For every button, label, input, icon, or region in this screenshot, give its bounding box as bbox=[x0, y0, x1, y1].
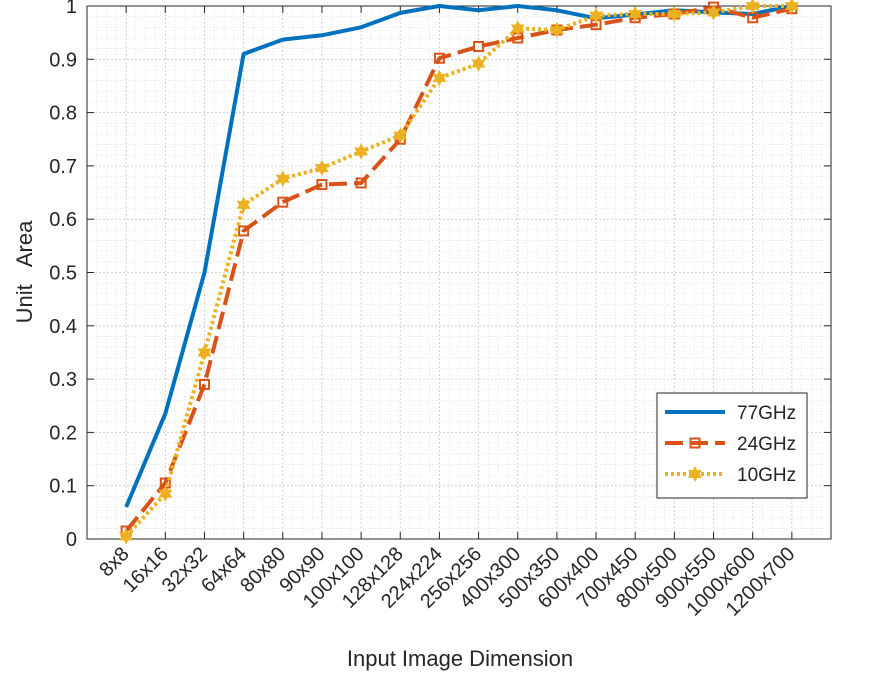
y-axis-label: Unit Area bbox=[12, 220, 37, 323]
x-axis-label: Input Image Dimension bbox=[347, 646, 573, 671]
y-tick-label: 0.3 bbox=[49, 369, 77, 391]
data-point-10ghz bbox=[275, 170, 290, 187]
data-point-24ghz bbox=[277, 196, 289, 208]
y-tick-label: 0.2 bbox=[49, 422, 77, 444]
data-point-24ghz bbox=[238, 225, 250, 237]
plot-series bbox=[119, 0, 799, 545]
legend-label-24ghz: 24GHz bbox=[737, 434, 796, 455]
y-tick-label: 0.6 bbox=[49, 209, 77, 231]
y-tick-label: 0.1 bbox=[49, 476, 77, 498]
series-10ghz bbox=[119, 0, 799, 545]
data-point-10ghz bbox=[354, 143, 369, 160]
data-point-10ghz bbox=[706, 4, 721, 21]
legend-marker-24ghz bbox=[689, 437, 701, 449]
data-point-24ghz bbox=[316, 179, 328, 191]
data-point-10ghz bbox=[236, 196, 251, 213]
y-tick-label: 0 bbox=[66, 529, 77, 551]
grid bbox=[87, 5, 831, 540]
data-point-24ghz bbox=[198, 378, 210, 390]
data-point-24ghz bbox=[433, 52, 445, 64]
data-point-10ghz bbox=[745, 0, 760, 15]
data-point-10ghz bbox=[628, 5, 643, 23]
y-tick-label: 0.4 bbox=[49, 316, 77, 338]
series-line-10ghz bbox=[124, 4, 792, 538]
data-point-10ghz bbox=[393, 127, 408, 144]
series-line-77ghz bbox=[124, 4, 793, 508]
data-point-10ghz bbox=[119, 528, 134, 545]
data-point-10ghz bbox=[471, 55, 486, 72]
y-tick-label: 1 bbox=[66, 0, 77, 18]
data-point-10ghz bbox=[667, 5, 682, 23]
legend-label-10ghz: 10GHz bbox=[737, 465, 796, 486]
data-point-10ghz bbox=[510, 20, 525, 37]
y-tick-label: 0.7 bbox=[49, 156, 77, 178]
data-point-24ghz bbox=[355, 177, 367, 189]
data-point-10ghz bbox=[784, 0, 799, 15]
data-point-24ghz bbox=[473, 41, 485, 53]
legend: 77GHz 24GHz 10GHz bbox=[656, 392, 808, 499]
data-point-10ghz bbox=[314, 159, 329, 177]
data-point-10ghz bbox=[549, 21, 564, 39]
data-point-10ghz bbox=[197, 344, 212, 361]
y-tick-label: 0.5 bbox=[49, 263, 77, 285]
legend-marker-10ghz bbox=[687, 465, 703, 483]
data-point-10ghz bbox=[589, 7, 604, 24]
data-point-10ghz bbox=[158, 485, 173, 502]
y-tick-label: 0.9 bbox=[49, 49, 77, 71]
series-77ghz bbox=[124, 4, 793, 508]
legend-label-77ghz: 77GHz bbox=[737, 403, 796, 424]
y-tick-label: 0.8 bbox=[49, 103, 77, 125]
data-point-10ghz bbox=[432, 69, 447, 87]
